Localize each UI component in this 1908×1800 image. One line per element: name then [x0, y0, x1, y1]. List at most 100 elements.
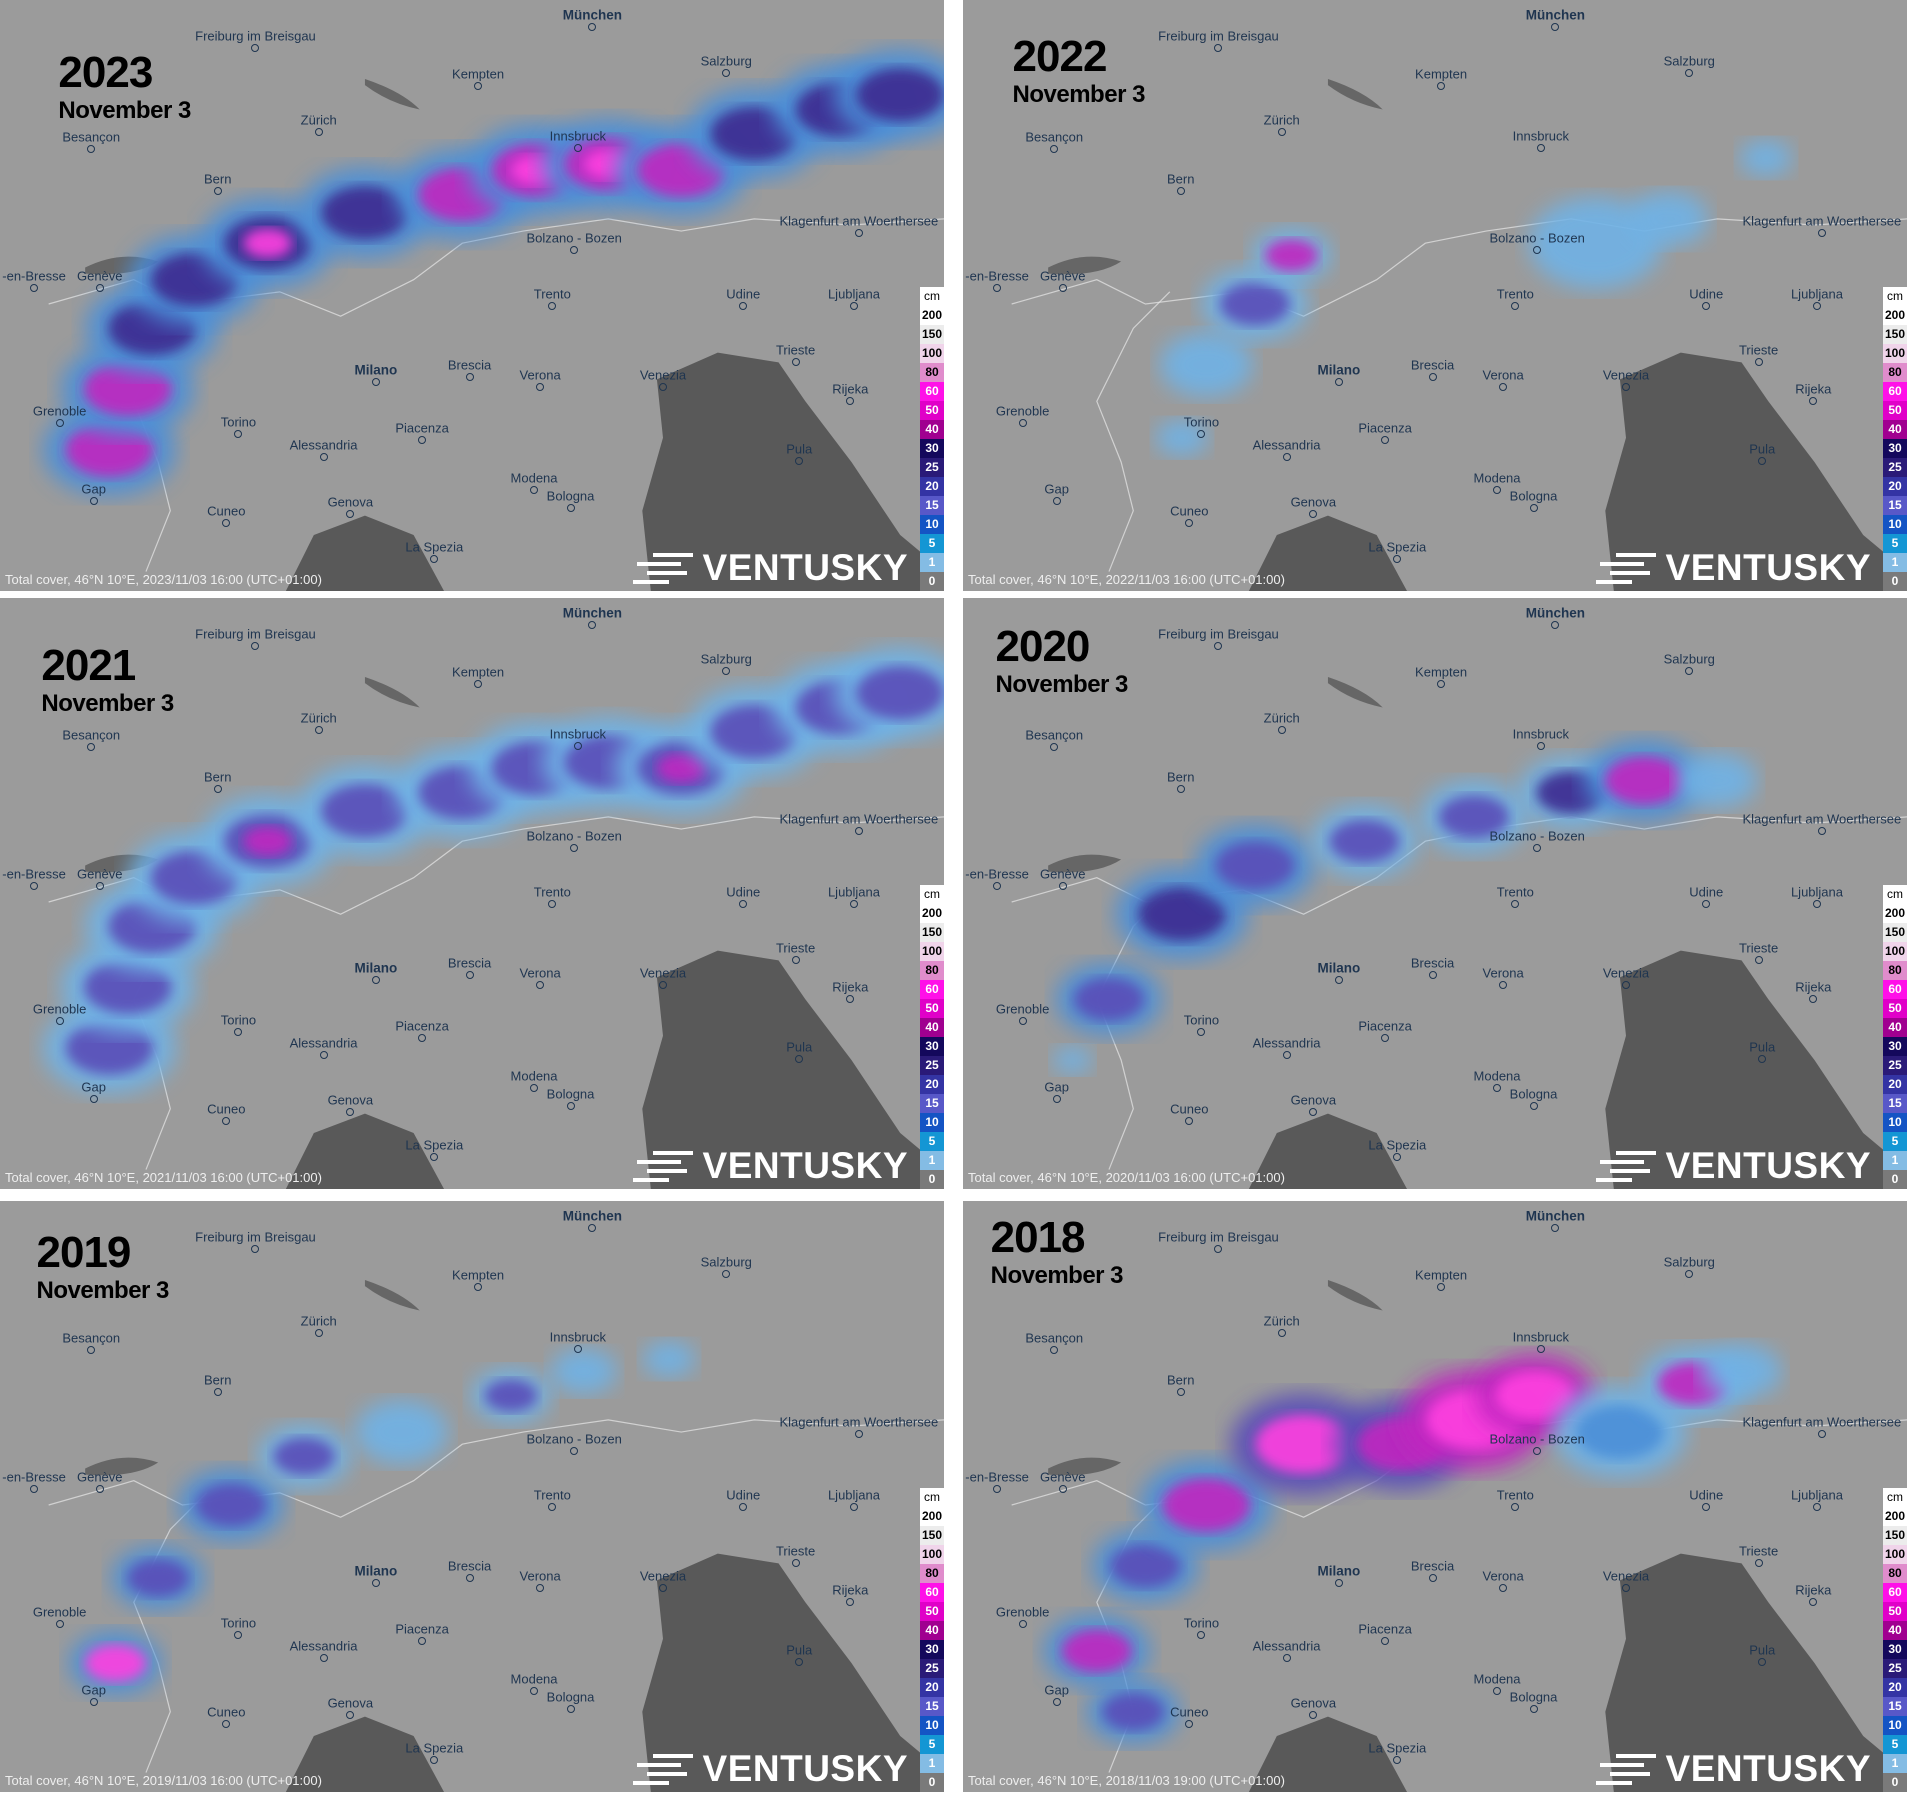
legend-item: 25 [920, 1659, 944, 1678]
city-label: Besançon [62, 1330, 121, 1346]
city-marker [1758, 1054, 1767, 1063]
city-label: Bern [1167, 1372, 1195, 1388]
city-label: Trento [1496, 286, 1534, 302]
city-label: Trento [1496, 884, 1534, 900]
legend-item: 30 [1883, 439, 1907, 458]
city-marker [573, 742, 582, 751]
legend-item: 100 [1883, 344, 1907, 363]
city-label: Genève [76, 1469, 123, 1485]
city-marker [371, 377, 380, 386]
city-label: Pula [1749, 1039, 1776, 1055]
city-label: Grenoble [995, 403, 1050, 419]
lake-geneva [85, 1457, 159, 1476]
city-label: Gap [1044, 1682, 1069, 1698]
snow-area-deep [1061, 1629, 1132, 1673]
city-marker [89, 496, 98, 505]
legend-item: 15 [1883, 496, 1907, 515]
city-label: München [1525, 7, 1586, 23]
lake-constance [364, 79, 420, 110]
legend-item: 5 [920, 1735, 944, 1754]
city-label: Bolzano - Bozen [526, 1431, 622, 1447]
city-label: Pula [786, 441, 813, 457]
snow-area-deep [1102, 1693, 1164, 1731]
map-canvas[interactable] [963, 0, 1907, 591]
legend-item: 150 [1883, 923, 1907, 942]
city-label: Modena [1473, 1671, 1521, 1687]
city-label: München [562, 7, 623, 23]
snow-area-peak [243, 228, 292, 258]
legend-item: 100 [1883, 1545, 1907, 1564]
ventusky-logo: VENTUSKY [1595, 1748, 1871, 1790]
city-marker [993, 1485, 1002, 1494]
city-marker [430, 1756, 439, 1765]
city-label: Verona [519, 1568, 561, 1584]
legend-item: 200 [920, 904, 944, 923]
map-canvas[interactable] [0, 598, 944, 1189]
legend-item: 0 [920, 1773, 944, 1792]
city-label: Genova [327, 1695, 374, 1711]
ventusky-logo: VENTUSKY [1595, 547, 1871, 589]
city-marker [1214, 44, 1223, 53]
legend-item: 1 [1883, 1151, 1907, 1170]
lake-geneva [1048, 854, 1122, 873]
year-label: 2023 [58, 47, 153, 97]
map-canvas[interactable] [963, 1201, 1907, 1792]
snow-depth-legend: cm 200 150 100 80 60 50 40 30 25 20 15 10 5 1 0 [1883, 287, 1907, 591]
city-label: Salzburg [1663, 1254, 1715, 1270]
legend-item: 1 [920, 1151, 944, 1170]
city-marker [1702, 900, 1711, 909]
map-canvas[interactable] [0, 1201, 944, 1792]
city-label: München [562, 1208, 623, 1224]
city-label: Grenoble [995, 1001, 1050, 1017]
ventusky-logo: VENTUSKY [632, 1145, 908, 1187]
city-label: Genova [1290, 1092, 1337, 1108]
ventusky-logo-icon [1595, 1754, 1656, 1785]
city-marker [346, 1711, 355, 1720]
city-label: Modena [510, 1068, 558, 1084]
city-marker [536, 980, 545, 989]
city-marker [1058, 284, 1067, 293]
legend-item: 40 [1883, 1621, 1907, 1640]
city-marker [791, 1559, 800, 1568]
year-label: 2019 [36, 1227, 132, 1277]
map-canvas[interactable] [0, 0, 944, 591]
legend-item: 25 [920, 1056, 944, 1075]
legend-item: 0 [920, 1170, 944, 1189]
city-marker [1309, 1108, 1318, 1117]
date-label: November 3 [41, 689, 174, 717]
city-marker [1551, 22, 1560, 31]
legend-item: 30 [920, 1640, 944, 1659]
city-marker [1197, 429, 1206, 438]
legend-item: 0 [920, 572, 944, 591]
snow-area-deep [1329, 819, 1400, 863]
snow-area-deep [1576, 1405, 1664, 1459]
city-label: Brescia [447, 357, 492, 373]
snow-area [642, 1340, 696, 1378]
city-marker [1809, 1598, 1818, 1607]
city-marker [1334, 975, 1343, 984]
city-marker [55, 1017, 64, 1026]
city-label: Modena [510, 1671, 558, 1687]
city-label: Cuneo [207, 1101, 246, 1117]
city-marker [234, 1027, 243, 1036]
map-canvas[interactable] [963, 598, 1907, 1189]
legend-item: 150 [1883, 1526, 1907, 1545]
city-marker [430, 555, 439, 564]
city-label: Gap [1044, 1079, 1069, 1095]
city-marker [1052, 496, 1061, 505]
lake-constance [364, 677, 420, 708]
city-label: Torino [1183, 1012, 1220, 1028]
legend-item: 50 [920, 1602, 944, 1621]
city-marker [1493, 1686, 1502, 1695]
ventusky-logo-text: VENTUSKY [1665, 1748, 1871, 1789]
city-label: Bolzano - Bozen [1489, 1431, 1585, 1447]
city-label: Besançon [1025, 1330, 1084, 1346]
ventusky-logo-icon [1595, 553, 1656, 584]
city-marker [418, 1637, 427, 1646]
city-marker [55, 419, 64, 428]
city-marker [1277, 726, 1286, 735]
ventusky-logo: VENTUSKY [1595, 1145, 1871, 1187]
legend-item: 100 [1883, 942, 1907, 961]
city-label: -en-Bresse [2, 268, 66, 284]
city-marker [1437, 1283, 1446, 1292]
